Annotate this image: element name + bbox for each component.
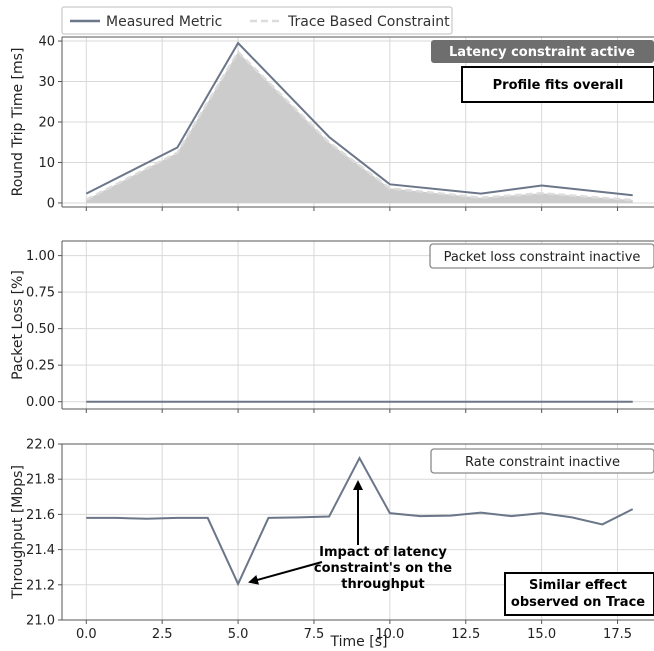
y-tick-label: 0.25: [26, 359, 55, 374]
y-tick-label: 0: [47, 196, 55, 211]
constraint-badge: [431, 40, 654, 63]
latency-panel: 0 10 20 30 40 Round Trip Time [ms] Latency con…: [10, 35, 654, 211]
y-tick-label: 40: [38, 35, 55, 50]
measured-metric-line: [86, 455, 634, 587]
y-tick-label: 0.50: [26, 322, 55, 337]
y-tick-label: 20: [38, 116, 55, 131]
profile-fit-annotation: Profile fits overall: [493, 78, 624, 93]
x-tick-label: 12.5: [451, 627, 480, 642]
similar-effect-annotation-box: [504, 572, 654, 616]
y-axis-label: Packet Loss [%]: [10, 270, 26, 380]
y-axis-label: Round Trip Time [ms]: [10, 48, 26, 197]
legend: Measured Metric Trace Based Constraint: [61, 6, 453, 35]
constraint-badge-label: Latency constraint active: [449, 45, 635, 60]
y-tick-label: 21.2: [26, 578, 55, 593]
constraint-badge: [429, 243, 654, 269]
x-tick-label: 15.0: [527, 627, 556, 642]
constraint-badge-label: Rate constraint inactive: [465, 455, 620, 470]
impact-annotation-line: constraint's on the: [314, 561, 452, 576]
constraint-badge-label: Packet loss constraint inactive: [444, 250, 641, 265]
similar-effect-annotation-line: observed on Trace: [511, 595, 645, 610]
constraint-badge: [430, 448, 654, 474]
y-tick-label: 10: [38, 156, 55, 171]
y-tick-label: 0.00: [26, 395, 55, 410]
x-tick-label: 5.0: [228, 627, 249, 642]
x-tick-label: 10.0: [375, 627, 404, 642]
y-tick-label: 22.0: [26, 438, 55, 453]
trace-constraint-area: [86, 51, 633, 203]
impact-arrow-down: [248, 561, 323, 585]
impact-annotation-line: Impact of latency: [319, 545, 447, 560]
y-tick-label: 21.6: [26, 508, 55, 523]
y-axis-label: Throughput [Mbps]: [10, 465, 26, 600]
y-tick-label: 21.8: [26, 473, 55, 488]
measured-metric-line: [85, 41, 633, 197]
x-tick-label: 17.5: [603, 627, 632, 642]
throughput-panel: 21.0 21.2 21.4 21.6 21.8 22.0 0.0 2.5 5.0 7.5 10.0…: [10, 438, 654, 642]
y-tick-label: 21.0: [26, 614, 55, 629]
similar-effect-annotation-line: Similar effect: [529, 578, 627, 593]
x-axis-label: Time [s]: [330, 634, 388, 650]
impact-annotation-line: throughput: [341, 577, 424, 592]
profile-fit-annotation-box: [461, 66, 654, 103]
trace-constraint-line: [85, 49, 633, 202]
y-tick-label: 1.00: [26, 249, 55, 264]
x-tick-label: 0.0: [76, 627, 97, 642]
legend-trace-label: Trace Based Constraint: [287, 14, 450, 30]
y-tick-label: 0.75: [26, 286, 55, 301]
y-tick-label: 30: [38, 75, 55, 90]
x-tick-label: 7.5: [304, 627, 325, 642]
legend-measured-label: Measured Metric: [106, 14, 222, 30]
x-tick-label: 2.5: [152, 627, 173, 642]
y-tick-label: 21.4: [26, 543, 55, 558]
